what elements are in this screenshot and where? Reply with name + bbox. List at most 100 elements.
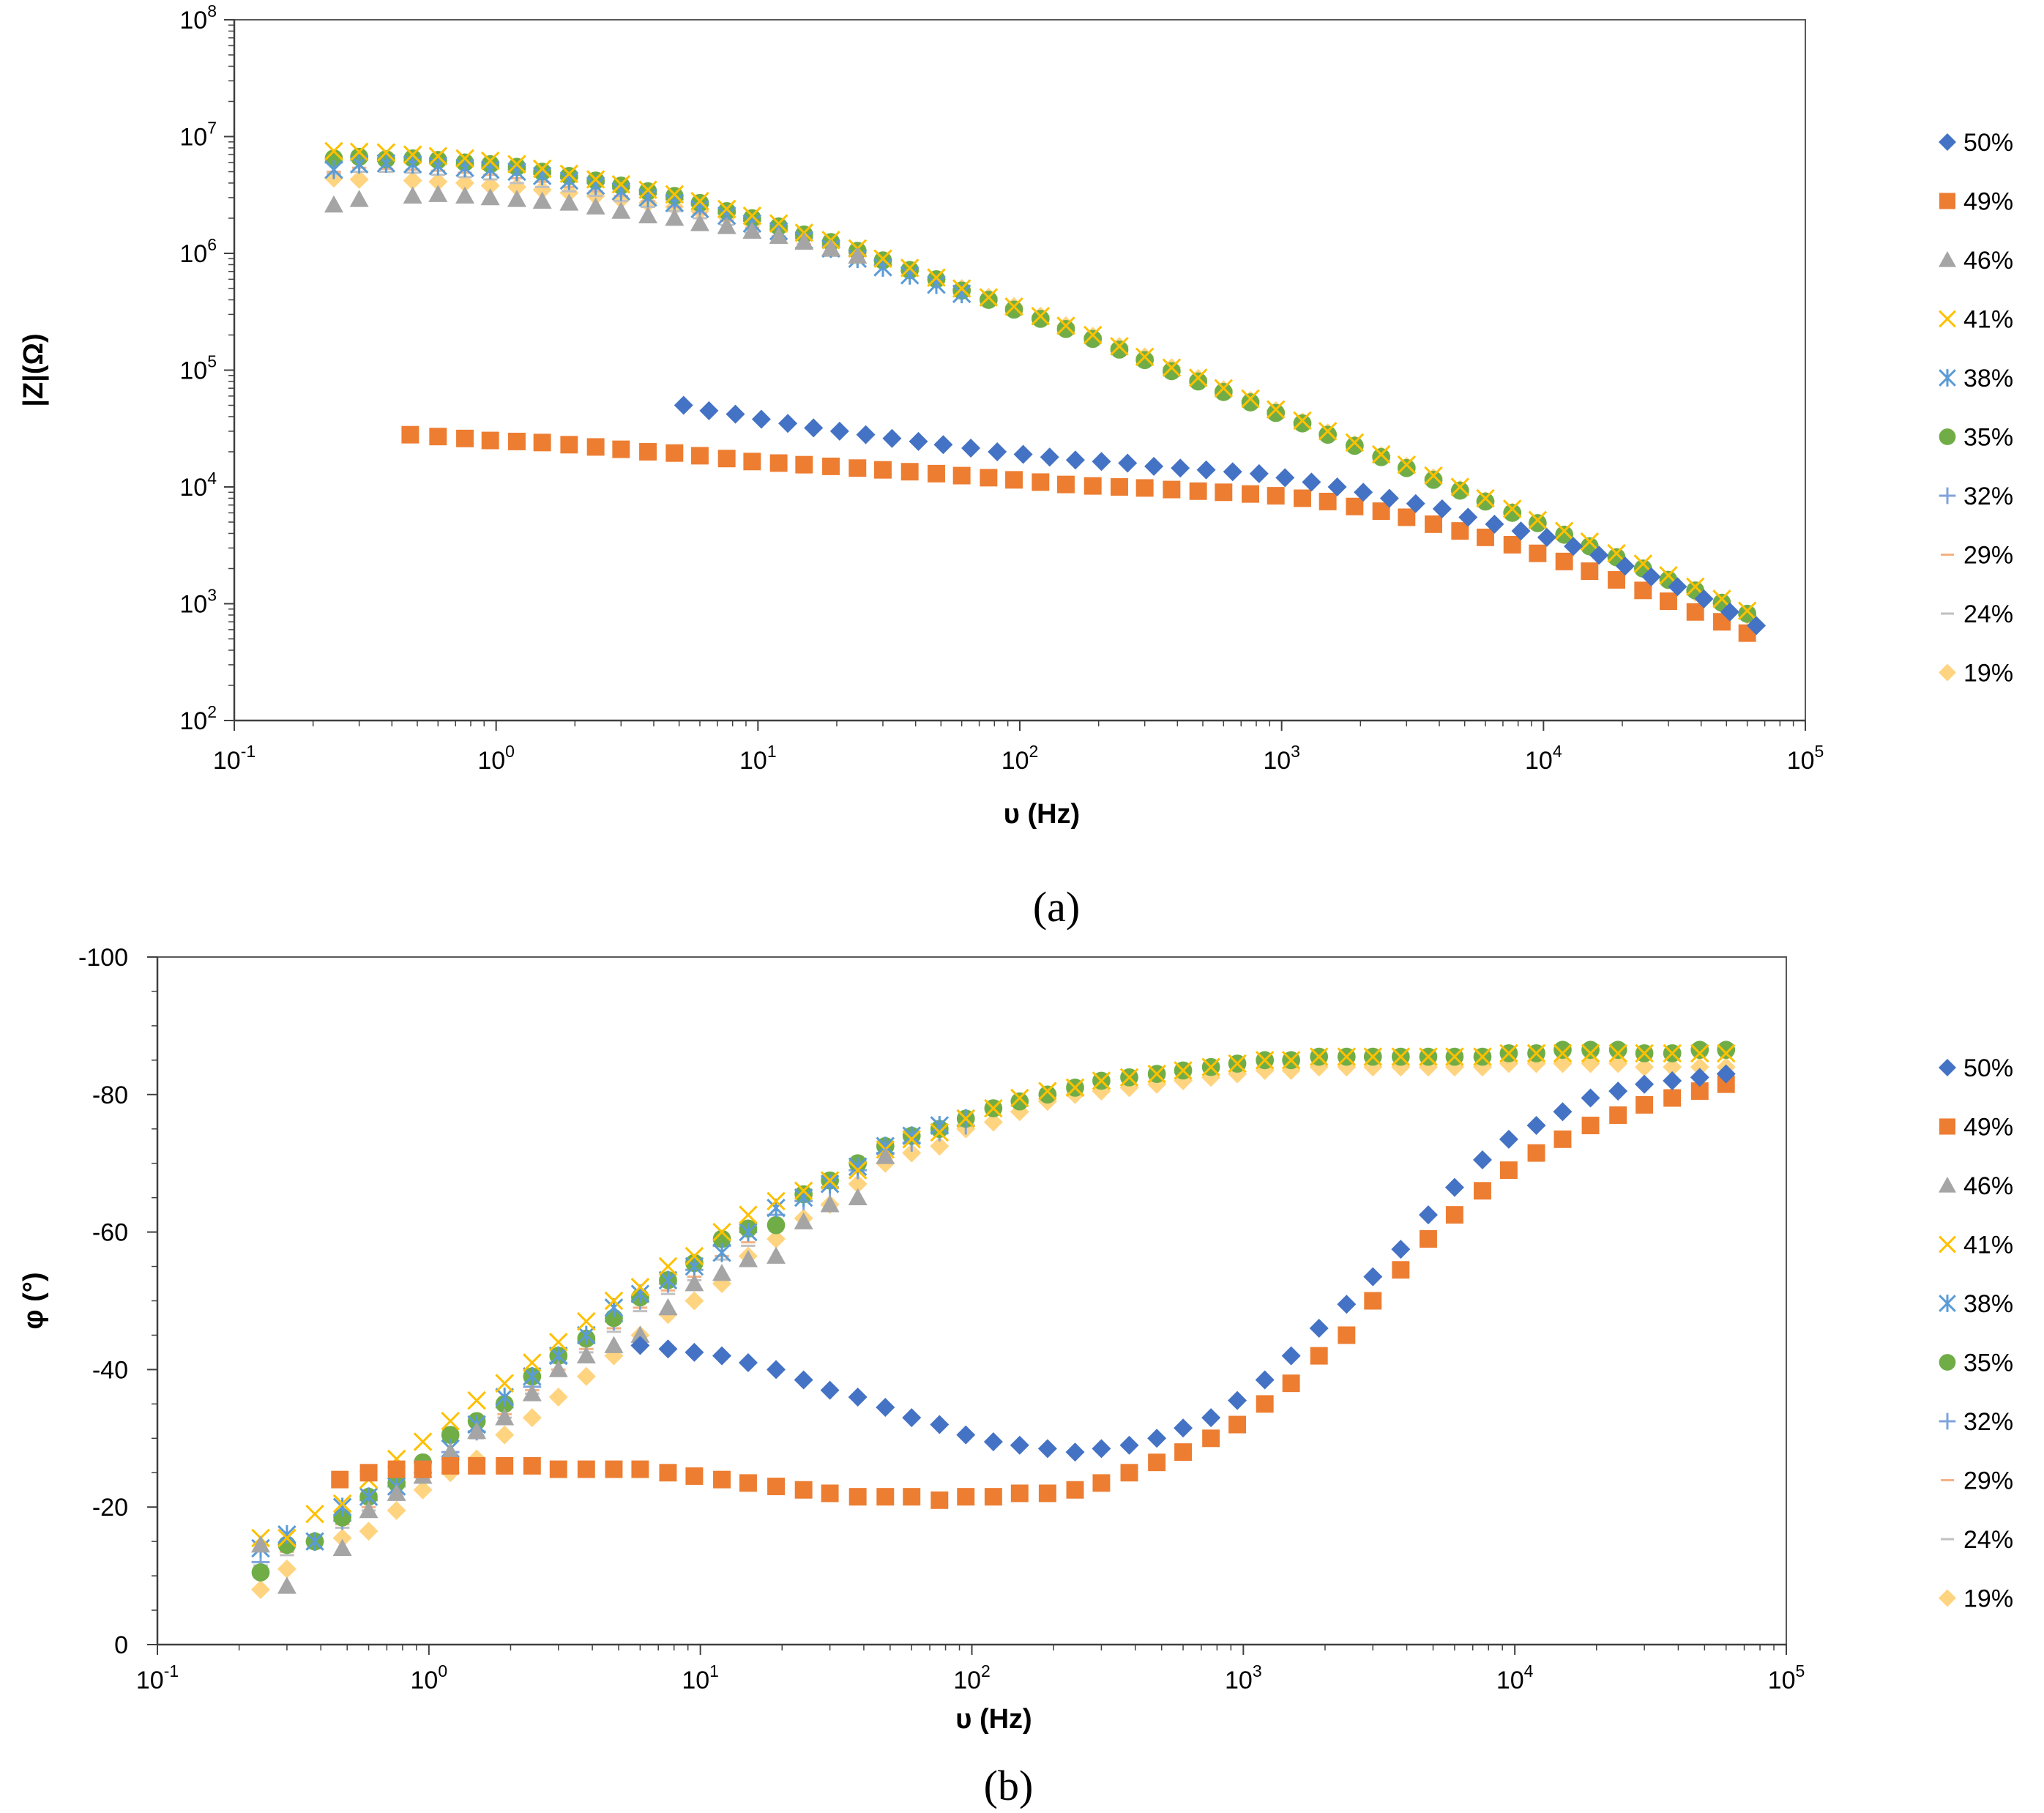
data-point xyxy=(766,1229,786,1248)
data-point xyxy=(1364,1292,1382,1310)
data-point xyxy=(611,174,631,194)
data-point xyxy=(638,206,658,224)
data-point xyxy=(305,1532,324,1552)
data-point xyxy=(1553,1043,1573,1063)
data-point xyxy=(1135,351,1155,370)
data-point xyxy=(1406,494,1425,513)
data-point xyxy=(533,433,551,452)
data-point xyxy=(848,1157,868,1177)
data-point xyxy=(1337,1047,1357,1066)
data-point xyxy=(630,1336,650,1355)
legend-item-38-pct: 38% xyxy=(1939,1290,2013,1318)
series-24-pct xyxy=(253,1227,783,1567)
data-point xyxy=(1031,306,1051,326)
data-point xyxy=(980,291,998,309)
data-point xyxy=(441,1456,460,1475)
data-point xyxy=(1716,1064,1736,1084)
data-point xyxy=(957,1488,975,1506)
legend-item-46-pct: 46% xyxy=(1939,247,2013,275)
data-point xyxy=(1747,616,1767,636)
data-point xyxy=(742,221,762,239)
data-point xyxy=(1294,489,1311,507)
data-point xyxy=(1526,1116,1546,1136)
data-point xyxy=(1309,1319,1329,1339)
data-point xyxy=(532,159,552,179)
legend-item-19-pct: 19% xyxy=(1939,1585,2013,1613)
data-point xyxy=(930,1136,950,1156)
data-point xyxy=(576,1346,596,1364)
legend-marker xyxy=(1939,193,1956,209)
data-point xyxy=(1135,479,1154,497)
data-point xyxy=(1092,452,1111,472)
data-point xyxy=(638,180,657,199)
data-point xyxy=(659,1464,677,1482)
data-point xyxy=(712,1229,731,1248)
data-point xyxy=(743,453,761,471)
data-point xyxy=(532,191,552,209)
data-point xyxy=(1010,1092,1029,1111)
legend-marker xyxy=(1939,1295,1956,1312)
data-point xyxy=(900,258,920,278)
data-point xyxy=(349,169,369,189)
data-layer-b xyxy=(250,1040,1736,1599)
data-point xyxy=(549,1333,568,1352)
data-point xyxy=(717,199,736,219)
data-point xyxy=(1228,1054,1247,1073)
series-49-pct xyxy=(331,1075,1735,1509)
data-point xyxy=(1420,1230,1437,1248)
data-point xyxy=(1119,1435,1139,1455)
data-point xyxy=(983,1112,1003,1132)
legend-label: 29% xyxy=(1963,1467,2013,1495)
data-point xyxy=(1641,567,1661,587)
data-point xyxy=(794,1370,813,1390)
data-point xyxy=(1032,473,1050,491)
data-point xyxy=(1241,393,1260,412)
data-point xyxy=(1635,1057,1655,1077)
data-point xyxy=(1589,546,1609,565)
data-point xyxy=(560,436,578,454)
data-point xyxy=(604,1336,624,1353)
data-point xyxy=(1110,337,1129,356)
data-point xyxy=(1529,544,1547,562)
data-point xyxy=(1171,458,1190,478)
x-tick-label: 105 xyxy=(1787,742,1824,775)
data-point xyxy=(980,469,998,487)
data-point xyxy=(332,1538,352,1556)
data-point xyxy=(1418,1205,1438,1225)
data-point xyxy=(751,409,771,429)
legend-item-41-pct: 41% xyxy=(1939,1232,2013,1259)
data-point xyxy=(738,1250,758,1267)
data-point xyxy=(876,1147,895,1164)
data-point xyxy=(1065,1078,1085,1098)
data-point xyxy=(1111,478,1128,496)
data-point xyxy=(1309,1047,1329,1066)
data-point xyxy=(712,1263,732,1281)
data-point xyxy=(1712,589,1731,608)
data-point xyxy=(1555,525,1574,544)
data-point xyxy=(605,1460,623,1478)
data-point xyxy=(332,1528,352,1548)
data-point xyxy=(1038,1484,1056,1503)
data-point xyxy=(1444,1177,1464,1197)
data-point xyxy=(1372,447,1391,466)
legend-label: 41% xyxy=(1963,306,2013,334)
data-point xyxy=(712,1243,731,1262)
data-point xyxy=(324,141,343,161)
data-point xyxy=(586,170,605,189)
x-tick-label: 10-1 xyxy=(136,1661,179,1694)
data-point xyxy=(767,1478,785,1495)
data-point xyxy=(712,1222,731,1242)
data-point xyxy=(455,186,475,204)
data-point xyxy=(1502,499,1522,518)
data-point xyxy=(577,1311,596,1331)
data-point xyxy=(468,1456,486,1475)
legend-item-32-pct: 32% xyxy=(1939,483,2013,510)
data-point xyxy=(1503,504,1522,522)
data-point xyxy=(1267,487,1285,505)
data-point xyxy=(928,464,945,483)
data-point xyxy=(769,226,788,245)
data-point xyxy=(1188,368,1208,387)
legend-marker xyxy=(1939,1118,1956,1135)
data-point xyxy=(1608,1040,1627,1060)
data-point xyxy=(1354,483,1373,502)
